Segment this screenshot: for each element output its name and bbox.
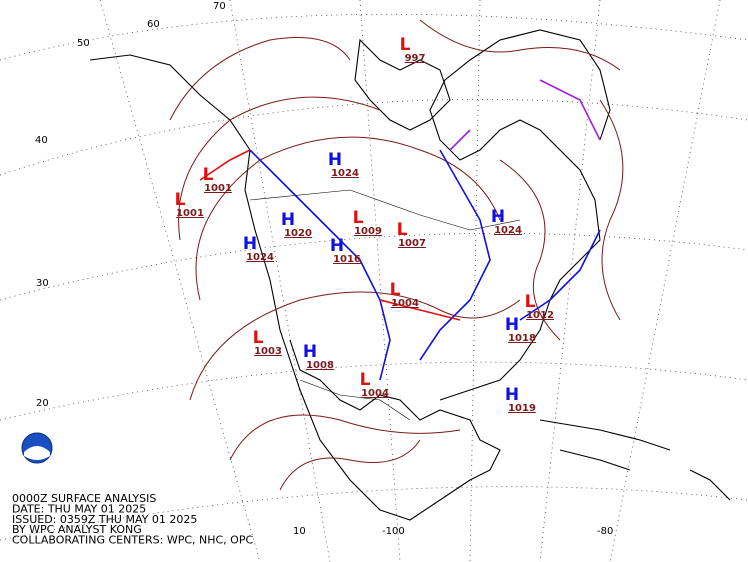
pressure-center-value: 1009 — [354, 226, 382, 237]
pressure-center-value: 1024 — [331, 168, 359, 179]
pressure-center-symbol: L — [360, 370, 371, 390]
pressure-center-value: 1008 — [306, 360, 334, 371]
pressure-center-symbol: L — [525, 292, 536, 312]
pressure-center-symbol: H — [303, 342, 317, 362]
pressure-center-symbol: L — [175, 190, 186, 210]
pressure-center-symbol: H — [243, 234, 257, 254]
caption-line: BY WPC ANALYST KONG — [12, 523, 142, 536]
latitude-label: 70 — [213, 1, 226, 12]
pressure-center-value: 1004 — [361, 388, 389, 399]
pressure-center-value: 1004 — [391, 298, 419, 309]
pressure-center-symbol: L — [353, 208, 364, 228]
pressure-center-symbol: H — [330, 236, 344, 256]
pressure-center-value: 1018 — [508, 333, 536, 344]
pressure-center-value: 1007 — [398, 238, 426, 249]
pressure-center-value: 1001 — [176, 208, 204, 219]
pressure-center-symbol: L — [397, 220, 408, 240]
pressure-center-value: 997 — [405, 53, 426, 64]
pressure-center-symbol: L — [203, 165, 214, 185]
pressure-center-value: 1003 — [254, 346, 282, 357]
pressure-center-symbol: H — [505, 385, 519, 405]
caption-line: DATE: THU MAY 01 2025 — [12, 502, 146, 515]
pressure-center-value: 1012 — [526, 310, 554, 321]
latitude-label: 20 — [36, 398, 49, 409]
longitude-label: -80 — [597, 526, 613, 537]
pressure-center-value: 1016 — [333, 254, 361, 265]
latitude-label: 30 — [36, 278, 49, 289]
pressure-center-symbol: H — [281, 210, 295, 230]
pressure-center-value: 1001 — [204, 183, 232, 194]
longitude-label: 10 — [293, 526, 306, 537]
pressure-center-value: 1024 — [246, 252, 274, 263]
pressure-center-symbol: L — [390, 280, 401, 300]
pressure-center-symbol: L — [253, 328, 264, 348]
coastlines — [89, 29, 731, 521]
pressure-center-value: 1024 — [494, 225, 522, 236]
caption-line: ISSUED: 0359Z THU MAY 01 2025 — [12, 513, 197, 526]
caption-line: COLLABORATING CENTERS: WPC, NHC, OPC — [12, 534, 253, 547]
pressure-center-symbol: H — [491, 207, 505, 227]
fronts — [199, 79, 601, 381]
noaa-logo — [21, 432, 53, 464]
latitude-label: 40 — [35, 135, 48, 146]
pressure-center-value: 1020 — [284, 228, 312, 239]
latitude-label: 50 — [77, 38, 90, 49]
pressure-center-symbol: L — [400, 35, 411, 55]
pressure-center-symbol: H — [328, 150, 342, 170]
borders — [249, 189, 521, 421]
pressure-center-value: 1019 — [508, 403, 536, 414]
pressure-center-symbol: H — [505, 315, 519, 335]
isobars — [169, 19, 624, 491]
longitude-label: -100 — [382, 526, 405, 537]
latitude-label: 60 — [147, 19, 160, 30]
caption-line: 0000Z SURFACE ANALYSIS — [12, 492, 156, 505]
